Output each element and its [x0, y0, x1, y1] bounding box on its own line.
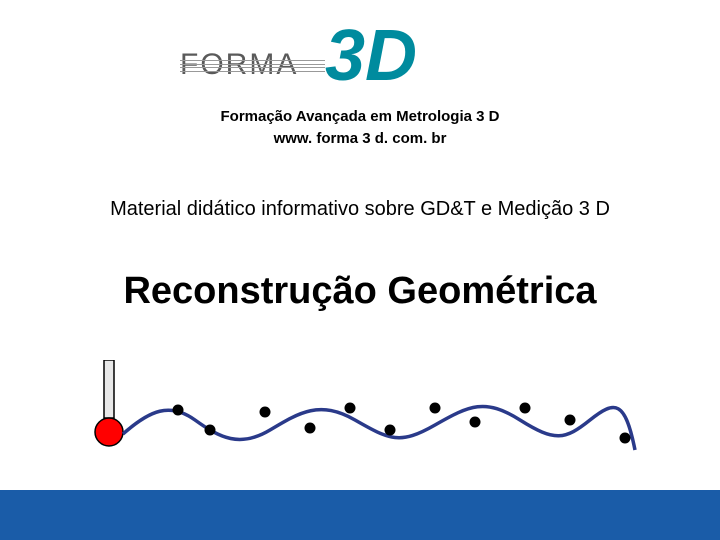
logo-word-3d: 3D — [325, 15, 417, 97]
data-point — [620, 433, 631, 444]
data-point — [173, 405, 184, 416]
material-line-text: Material didático informativo sobre GD&T… — [0, 198, 720, 221]
probe-stem — [104, 360, 114, 418]
curve-line — [123, 406, 635, 450]
data-point — [345, 403, 356, 414]
data-point — [260, 407, 271, 418]
data-point — [520, 403, 531, 414]
logo-stripes — [180, 60, 325, 72]
url-text: www. forma 3 d. com. br — [0, 130, 720, 147]
footer-bar — [0, 490, 720, 540]
subtitle-text: Formação Avançada em Metrologia 3 D — [0, 108, 720, 125]
main-title: Reconstrução Geométrica — [0, 270, 720, 313]
data-point — [565, 415, 576, 426]
probe-ball-icon — [95, 418, 123, 446]
logo: FORMA 3D — [180, 20, 540, 100]
data-point — [470, 417, 481, 428]
data-point — [305, 423, 316, 434]
data-point — [385, 425, 396, 436]
data-point — [205, 425, 216, 436]
reconstruction-diagram — [70, 360, 650, 470]
data-point — [430, 403, 441, 414]
